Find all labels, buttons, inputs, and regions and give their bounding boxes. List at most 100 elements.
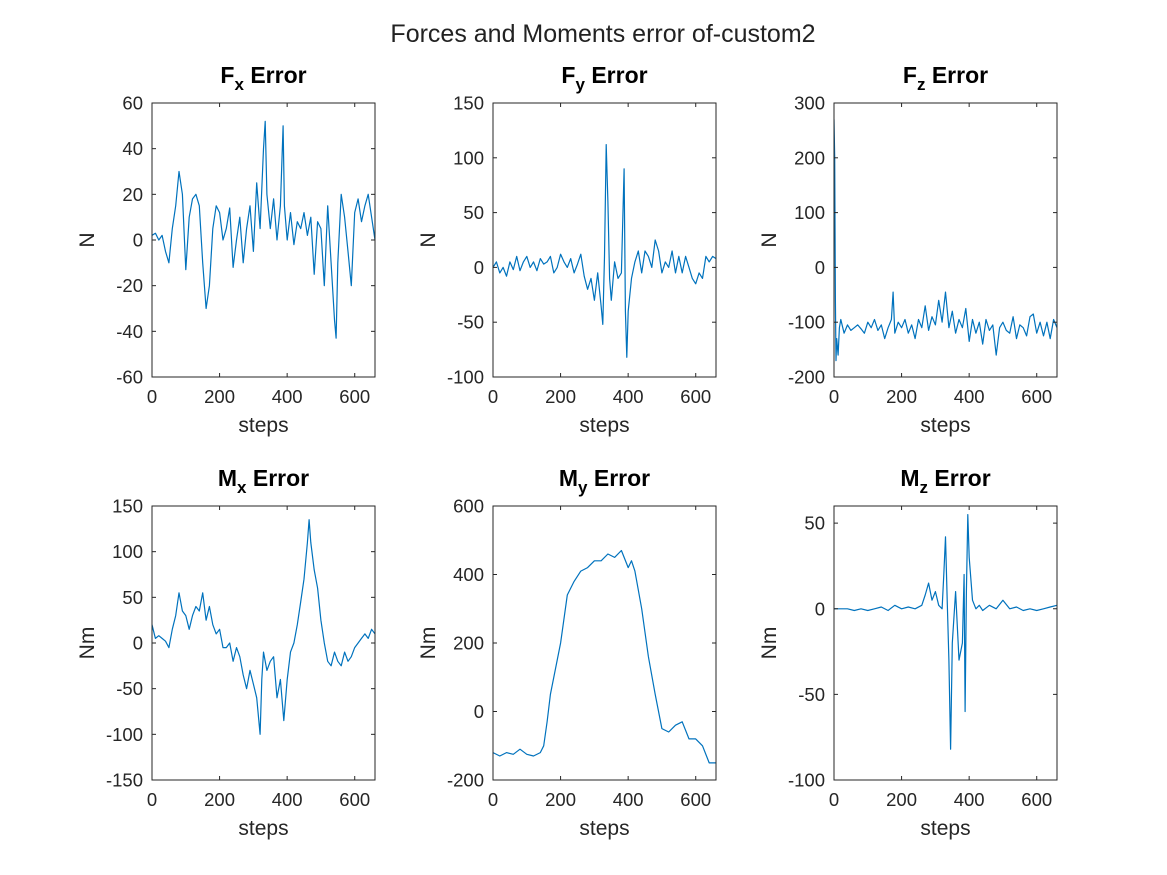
x-tick-label: 600 [680, 386, 711, 407]
x-axis-label: steps [579, 414, 629, 437]
y-tick-label: -200 [447, 770, 484, 791]
x-tick-label: 200 [886, 386, 917, 407]
x-tick-label: 0 [488, 386, 498, 407]
y-axis-label: Nm [417, 627, 440, 660]
subplot-title-rest: Error [588, 465, 651, 491]
x-tick-label: 0 [488, 789, 498, 810]
x-axis-label: steps [238, 414, 288, 437]
x-tick-label: 200 [204, 386, 235, 407]
y-tick-label: 200 [794, 147, 825, 168]
y-tick-label: 0 [474, 257, 484, 278]
subplot-title: Mx Error [218, 465, 309, 497]
series-line [493, 144, 716, 358]
y-tick-label: 150 [112, 496, 143, 517]
subplot-title: Fx Error [220, 62, 306, 94]
y-tick-label: 100 [112, 541, 143, 562]
y-tick-label: -50 [798, 684, 825, 705]
y-tick-label: 0 [133, 230, 143, 251]
subplot-title-rest: Error [247, 465, 310, 491]
y-tick-label: 60 [122, 93, 143, 114]
subplot-title-rest: Error [585, 62, 648, 88]
y-tick-label: 300 [794, 93, 825, 114]
series-line [834, 513, 1057, 750]
y-axis-label: N [76, 232, 99, 247]
y-axis-label: N [758, 232, 781, 247]
x-tick-label: 200 [545, 386, 576, 407]
y-tick-label: 200 [453, 633, 484, 654]
subplot-title-subscript: y [575, 75, 585, 94]
x-tick-label: 400 [272, 386, 303, 407]
y-tick-label: -40 [116, 321, 143, 342]
series-line [834, 119, 1057, 362]
plot-frame [833, 102, 1058, 378]
subplot-2: Fy Error 0 200 400 600 -100 -50 0 50 100 150 steps N [417, 62, 717, 437]
y-tick-label: 40 [122, 138, 143, 159]
y-tick-label: 50 [122, 587, 143, 608]
y-tick-label: 20 [122, 184, 143, 205]
subplot-title: Fy Error [561, 62, 647, 94]
y-tick-label: 50 [804, 513, 825, 534]
subplot-title: My Error [559, 465, 650, 497]
figure-title: Forces and Moments error of-custom2 [390, 20, 815, 48]
x-axis-label: steps [920, 817, 970, 840]
subplot-title-subscript: z [920, 478, 929, 497]
y-axis-label: Nm [76, 627, 99, 660]
x-tick-label: 0 [829, 789, 839, 810]
x-tick-label: 400 [272, 789, 303, 810]
y-tick-label: -150 [106, 770, 143, 791]
subplot-title-subscript: x [234, 75, 244, 94]
y-tick-label: -100 [106, 724, 143, 745]
subplot-title-main: F [220, 62, 234, 88]
x-tick-label: 600 [1021, 386, 1052, 407]
x-tick-label: 200 [886, 789, 917, 810]
y-axis-label: Nm [758, 627, 781, 660]
subplot-title-subscript: x [237, 478, 247, 497]
y-tick-label: -200 [788, 367, 825, 388]
plot-frame [833, 505, 1058, 781]
y-tick-label: -100 [788, 312, 825, 333]
y-tick-label: -100 [447, 367, 484, 388]
subplot-title-rest: Error [925, 62, 988, 88]
x-axis-label: steps [238, 817, 288, 840]
subplot-title-rest: Error [244, 62, 307, 88]
subplot-title-main: M [900, 465, 919, 491]
y-tick-label: 0 [474, 701, 484, 722]
y-tick-label: 150 [453, 93, 484, 114]
y-tick-label: 50 [463, 202, 484, 223]
series-line [493, 549, 716, 764]
subplot-title-main: F [561, 62, 575, 88]
x-tick-label: 400 [613, 789, 644, 810]
y-tick-label: 0 [133, 633, 143, 654]
y-tick-label: -50 [116, 678, 143, 699]
x-tick-label: 200 [545, 789, 576, 810]
y-tick-label: 100 [453, 147, 484, 168]
y-tick-label: -50 [457, 312, 484, 333]
plot-frame [492, 102, 717, 378]
subplot-3: Fz Error 0 200 400 600 -200 -100 0 100 200 300 step… [758, 62, 1058, 437]
subplot-4: Mx Error 0 200 400 600 -150 -100 -50 0 50 100 150 st… [76, 465, 376, 840]
subplot-title-main: F [903, 62, 917, 88]
y-axis-label: N [417, 232, 440, 247]
subplot-title-main: M [218, 465, 237, 491]
subplot-title-subscript: y [578, 478, 588, 497]
x-tick-label: 600 [1021, 789, 1052, 810]
y-tick-label: 100 [794, 202, 825, 223]
y-tick-label: 0 [815, 598, 825, 619]
y-tick-label: 600 [453, 496, 484, 517]
x-tick-label: 600 [339, 386, 370, 407]
x-tick-label: 400 [613, 386, 644, 407]
subplot-title-rest: Error [928, 465, 991, 491]
subplot-title-main: M [559, 465, 578, 491]
x-axis-label: steps [920, 414, 970, 437]
y-tick-label: -20 [116, 275, 143, 296]
subplot-title-subscript: z [917, 75, 926, 94]
series-line [152, 519, 375, 735]
x-tick-label: 0 [147, 386, 157, 407]
series-line [152, 120, 375, 339]
y-tick-label: -60 [116, 367, 143, 388]
x-tick-label: 0 [147, 789, 157, 810]
x-tick-label: 0 [829, 386, 839, 407]
